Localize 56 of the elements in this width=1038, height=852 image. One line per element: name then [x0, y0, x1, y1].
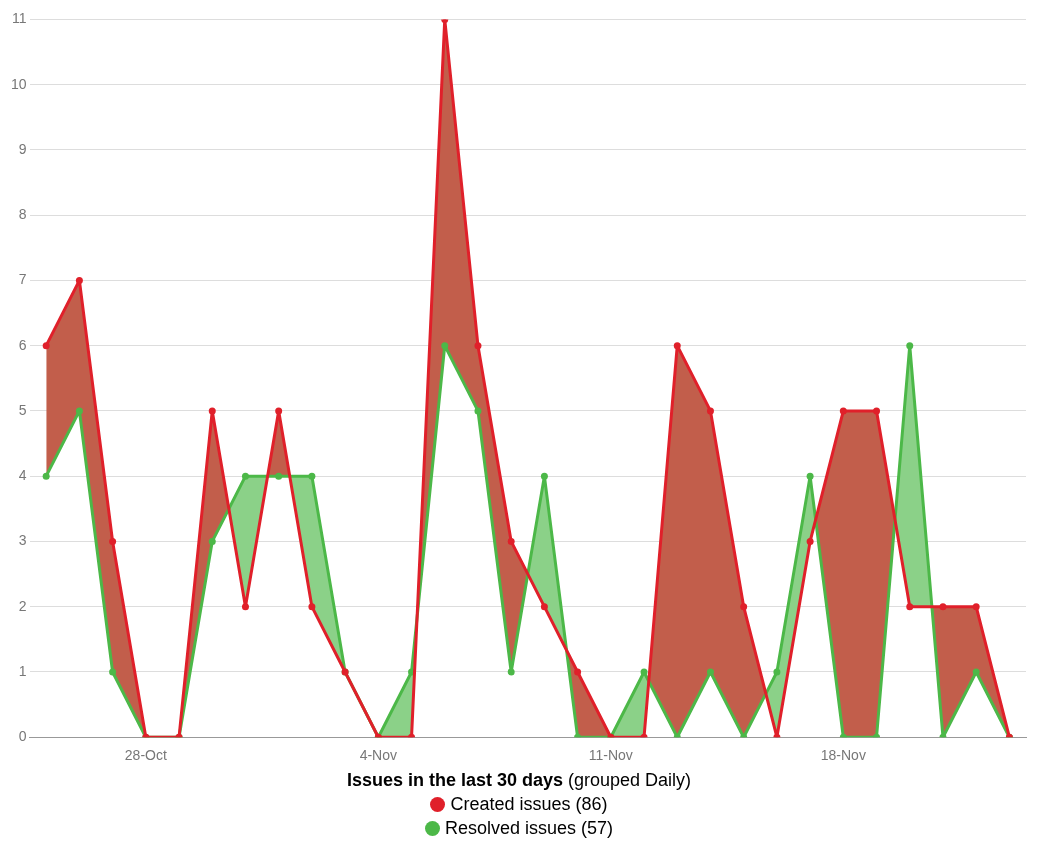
point [806, 537, 814, 545]
point [806, 472, 814, 480]
point [574, 668, 582, 676]
y-tick-label: 9 [18, 140, 27, 157]
x-tick-label: 11-Nov [588, 747, 633, 764]
point [873, 407, 881, 415]
point [308, 603, 316, 611]
point [972, 668, 980, 676]
y-tick-label: 11 [12, 10, 27, 27]
point [275, 472, 283, 480]
point [706, 668, 714, 676]
legend-label: Created issues (86) [450, 794, 608, 814]
point [42, 472, 50, 480]
point [673, 342, 681, 350]
point [75, 276, 83, 284]
point [540, 603, 548, 611]
x-tick-label: 28-Oct [124, 747, 167, 764]
point [773, 668, 781, 676]
point [507, 537, 515, 545]
point [906, 342, 914, 350]
point [208, 537, 216, 545]
point [75, 407, 83, 415]
point [706, 407, 714, 415]
point [441, 342, 449, 350]
point [275, 407, 283, 415]
point [507, 668, 515, 676]
legend-title: Issues in the last 30 days (grouped Daily) [346, 770, 692, 790]
y-tick-label: 10 [10, 75, 27, 92]
point [42, 342, 50, 350]
point [939, 603, 947, 611]
y-tick-label: 4 [18, 467, 27, 484]
point [208, 407, 216, 415]
y-tick-label: 3 [18, 532, 27, 549]
y-tick-label: 8 [18, 206, 27, 223]
point [241, 603, 249, 611]
point [972, 603, 980, 611]
legend-label: Resolved issues (57) [444, 818, 614, 838]
point [241, 472, 249, 480]
y-tick-label: 0 [18, 728, 27, 745]
y-tick-label: 7 [18, 271, 27, 288]
x-tick-label: 18-Nov [820, 747, 866, 764]
point [839, 407, 847, 415]
point [308, 472, 316, 480]
y-tick-label: 6 [18, 336, 27, 353]
x-tick-label: 4-Nov [359, 747, 397, 764]
y-tick-label: 5 [18, 401, 27, 418]
point [474, 342, 482, 350]
point [540, 472, 548, 480]
y-tick-label: 1 [18, 662, 27, 679]
point [906, 603, 914, 611]
point [740, 603, 748, 611]
point [109, 537, 117, 545]
y-tick-label: 2 [18, 597, 27, 614]
point [474, 407, 482, 415]
point [109, 668, 117, 676]
point [640, 668, 648, 676]
